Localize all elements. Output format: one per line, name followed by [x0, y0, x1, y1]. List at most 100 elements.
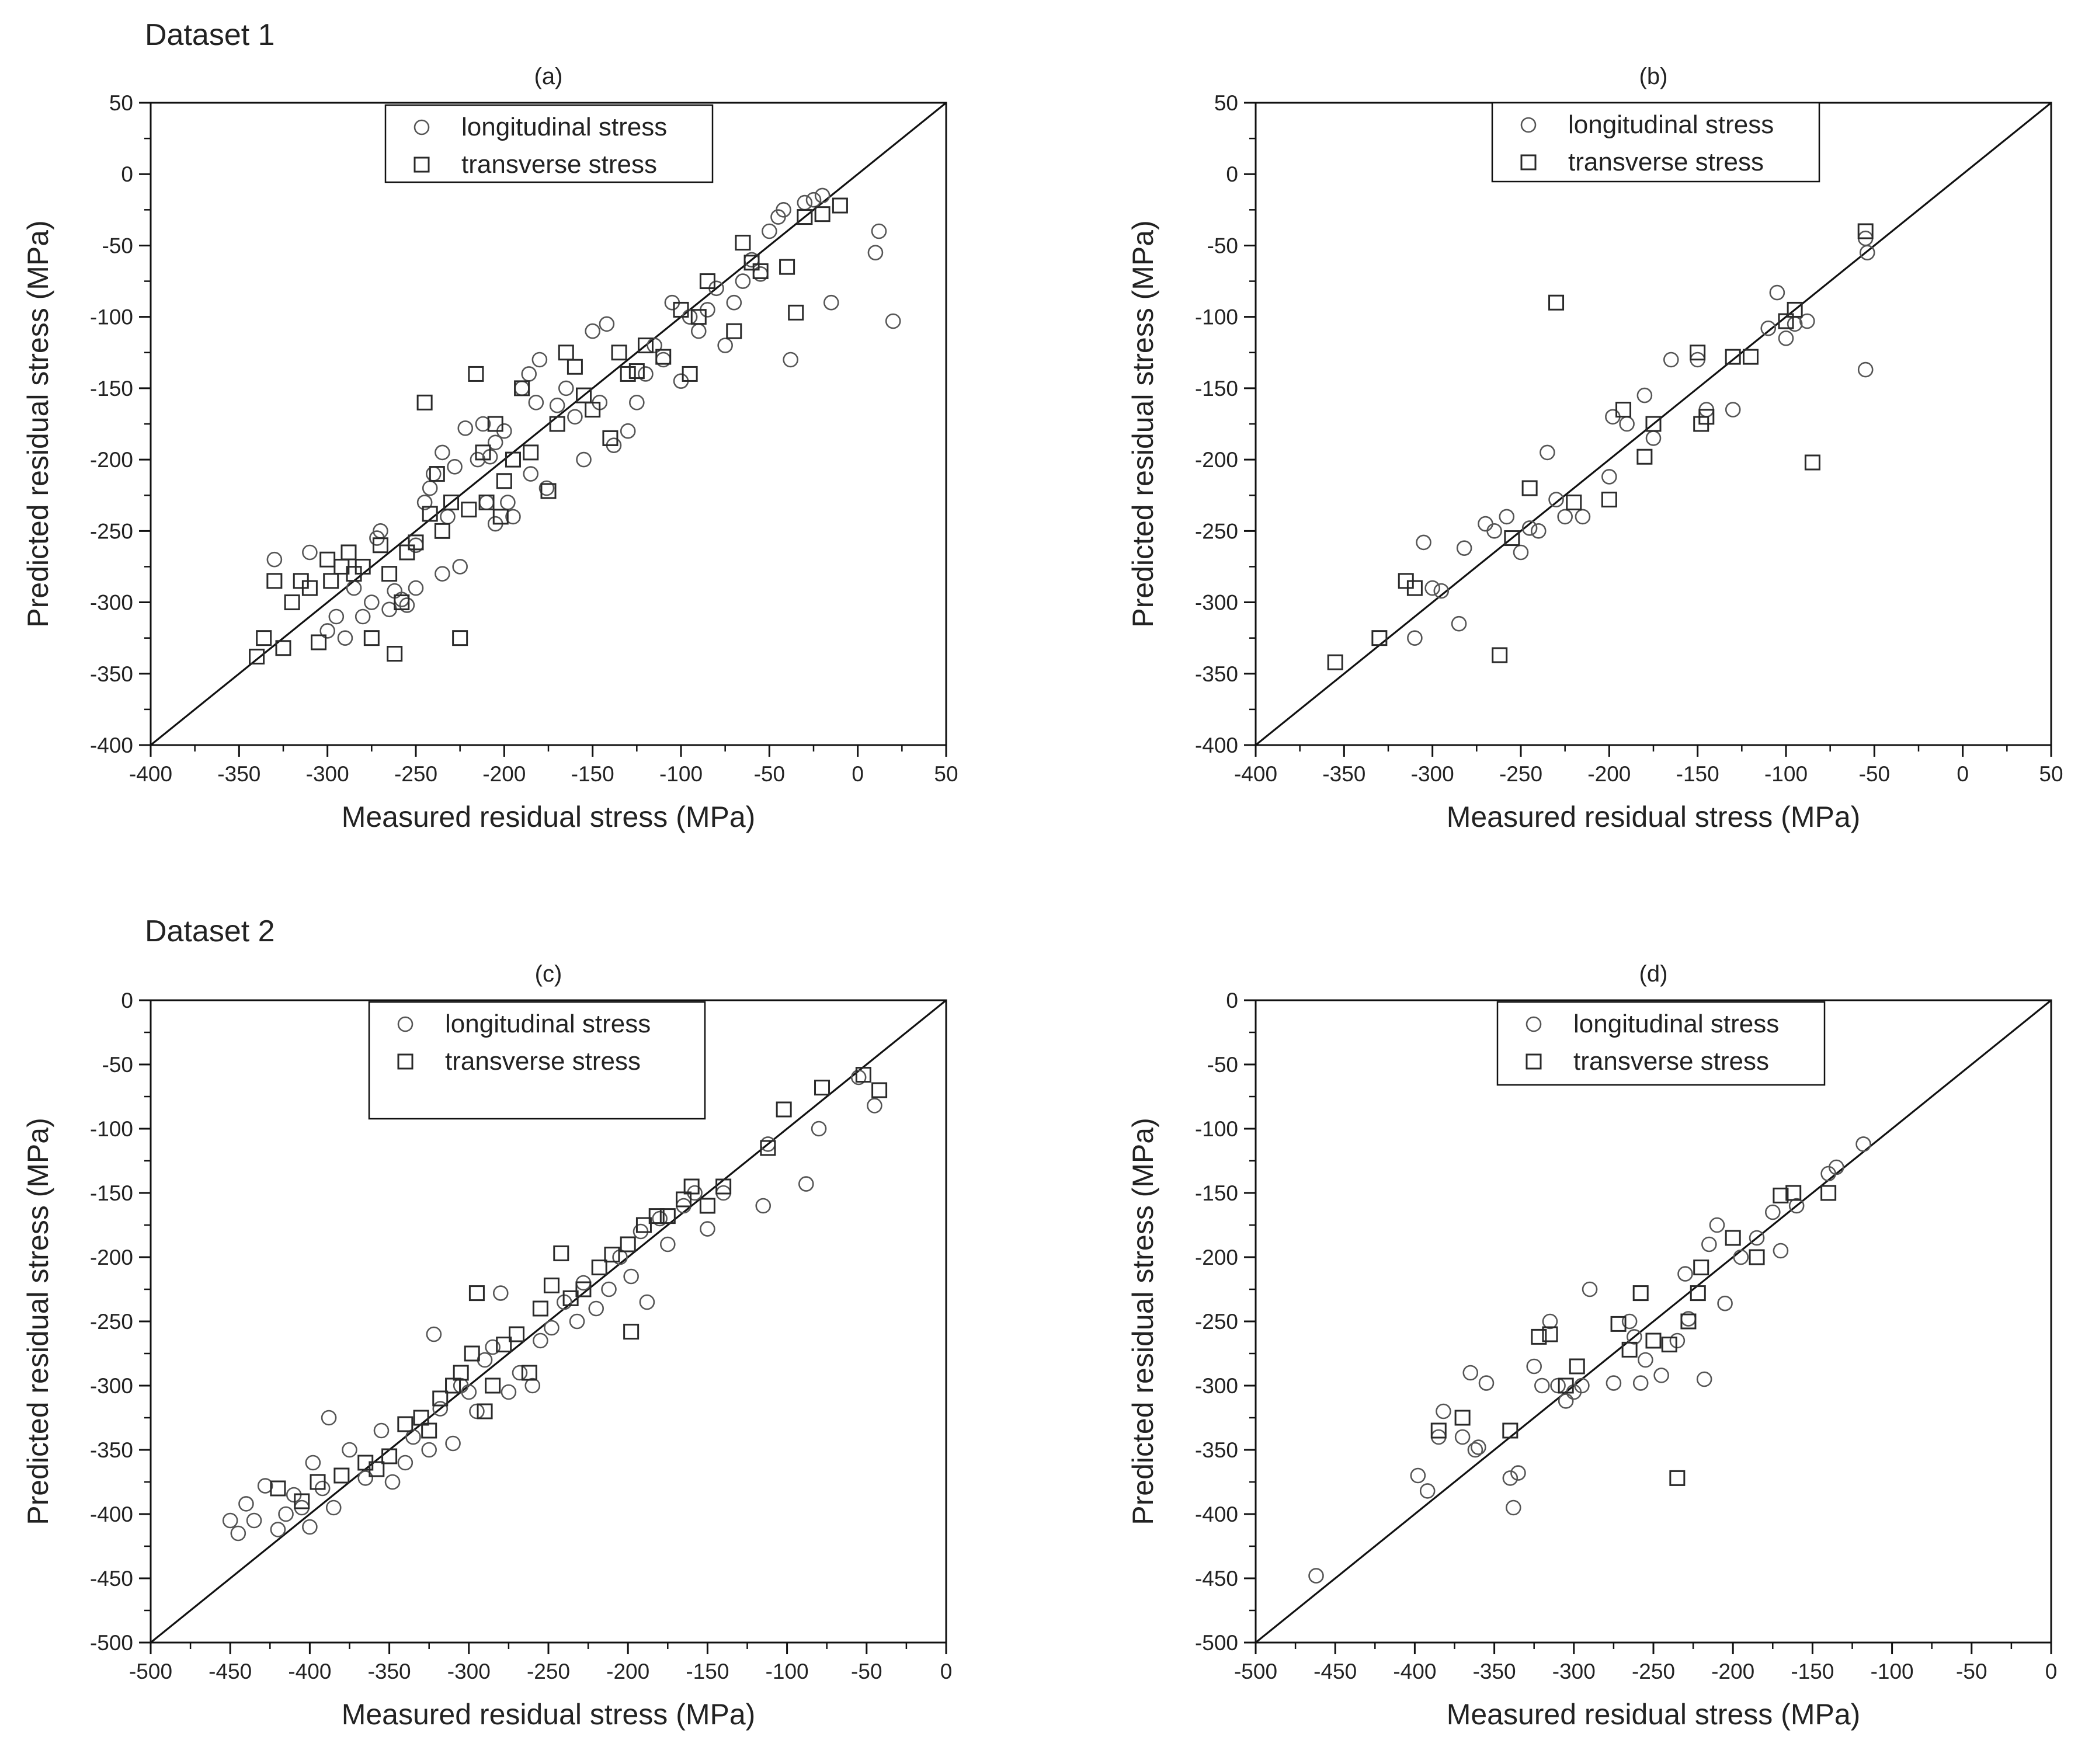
data-point-longitudinal — [408, 580, 424, 596]
data-point-longitudinal — [321, 1410, 337, 1426]
data-point-transverse — [576, 387, 592, 403]
data-point-transverse — [788, 304, 804, 321]
data-point-longitudinal — [531, 352, 548, 368]
data-point-transverse — [1371, 630, 1388, 646]
reference-line — [1255, 999, 2052, 1644]
data-point-transverse — [628, 363, 645, 380]
data-point-transverse — [487, 416, 503, 432]
x-tick-label: 50 — [2039, 762, 2063, 786]
x-tick-label: -100 — [766, 1659, 809, 1683]
data-point-longitudinal — [612, 1249, 628, 1265]
data-point-transverse — [514, 380, 530, 396]
data-point-transverse — [284, 594, 300, 611]
legend-label-longitudinal: longitudinal stress — [445, 1010, 651, 1038]
x-tick-label: -500 — [129, 1659, 172, 1683]
data-point-transverse — [591, 1259, 607, 1276]
y-tick-label: -250 — [90, 519, 133, 543]
data-point-transverse — [620, 1236, 636, 1252]
data-point-longitudinal — [230, 1525, 246, 1542]
data-point-longitudinal — [805, 192, 822, 208]
data-point-transverse — [478, 494, 495, 510]
data-point-longitudinal — [601, 1281, 617, 1297]
y-tick-label: -400 — [1195, 1502, 1238, 1526]
data-point-longitudinal — [238, 1496, 254, 1512]
data-point-longitudinal — [1574, 1377, 1590, 1394]
data-point-transverse — [1569, 1358, 1585, 1375]
data-point-transverse — [871, 1082, 888, 1098]
data-point-longitudinal — [523, 466, 539, 482]
x-tick-label: -350 — [1322, 762, 1365, 786]
data-point-transverse — [521, 1365, 537, 1381]
data-point-transverse — [270, 1480, 286, 1497]
data-point-transverse — [648, 1208, 665, 1224]
data-point-longitudinal — [1725, 402, 1741, 417]
data-point-longitudinal — [342, 1442, 357, 1458]
data-point-longitudinal — [445, 1435, 461, 1452]
data-point-longitudinal — [440, 509, 456, 525]
data-point-longitudinal — [1733, 1249, 1749, 1265]
y-tick-label: -200 — [1195, 448, 1238, 472]
data-point-transverse — [397, 1416, 413, 1432]
x-tick-label: -500 — [1234, 1659, 1277, 1683]
data-point-longitudinal — [278, 1506, 294, 1522]
y-axis-title: Predicted residual stress (MPa) — [22, 220, 54, 627]
data-point-longitudinal — [1669, 1332, 1686, 1349]
y-tick-label: -450 — [90, 1567, 133, 1591]
data-point-transverse — [1804, 454, 1820, 471]
y-tick-label: -50 — [102, 234, 133, 258]
data-point-longitudinal — [569, 1313, 585, 1330]
legend-label-longitudinal: longitudinal stress — [1573, 1010, 1779, 1038]
x-tick-label: -300 — [306, 762, 349, 786]
data-point-longitudinal — [1701, 1236, 1717, 1252]
data-point-longitudinal — [1575, 509, 1591, 525]
data-point-longitudinal — [1530, 523, 1547, 539]
data-point-longitudinal — [452, 559, 468, 575]
data-point-transverse — [611, 345, 627, 361]
data-point-longitudinal — [647, 338, 662, 353]
y-tick-label: -50 — [1207, 1053, 1238, 1077]
data-point-longitudinal — [623, 1268, 639, 1285]
x-tick-label: -400 — [288, 1659, 331, 1683]
data-point-transverse — [369, 1461, 385, 1477]
data-point-longitudinal — [1548, 492, 1564, 507]
data-point-longitudinal — [373, 1422, 390, 1439]
data-point-longitudinal — [1778, 330, 1794, 346]
data-point-longitudinal — [1788, 1198, 1805, 1214]
data-point-longitudinal — [305, 1455, 321, 1471]
y-tick-label: -150 — [1195, 1181, 1238, 1205]
data-point-longitudinal — [357, 1470, 374, 1486]
x-tick-label: -350 — [1473, 1659, 1516, 1683]
data-point-longitudinal — [485, 1339, 501, 1355]
data-point-longitudinal — [660, 1236, 676, 1252]
data-point-longitudinal — [1526, 1358, 1542, 1375]
y-tick-label: 50 — [109, 91, 133, 115]
data-point-transverse — [381, 566, 398, 582]
data-point-longitudinal — [1773, 1243, 1789, 1259]
data-point-longitudinal — [1436, 1403, 1451, 1419]
data-point-transverse — [509, 1326, 525, 1342]
legend-label-transverse: transverse stress — [1568, 148, 1764, 176]
x-tick-label: -150 — [571, 762, 614, 786]
data-point-longitudinal — [755, 1198, 772, 1214]
data-point-longitudinal — [325, 1499, 342, 1516]
x-tick-label: -250 — [1499, 762, 1542, 786]
data-point-transverse — [635, 1217, 652, 1233]
data-point-transverse — [1785, 1185, 1802, 1201]
data-point-longitudinal — [487, 434, 503, 451]
x-tick-label: -150 — [686, 1659, 729, 1683]
data-point-transverse — [477, 1403, 493, 1419]
y-tick-label: 0 — [121, 162, 133, 186]
data-point-longitudinal — [475, 416, 491, 432]
data-point-longitudinal — [270, 1522, 286, 1537]
data-point-transverse — [655, 349, 672, 365]
data-point-transverse — [323, 573, 339, 589]
y-tick-label: -100 — [90, 305, 133, 329]
legend-label-longitudinal: longitudinal stress — [461, 113, 667, 141]
data-point-transverse — [1558, 1377, 1574, 1394]
data-point-longitudinal — [1557, 509, 1573, 525]
y-tick-label: -350 — [1195, 1438, 1238, 1462]
data-point-longitudinal — [567, 409, 583, 425]
data-point-transverse — [301, 580, 318, 596]
data-point-transverse — [1601, 492, 1617, 508]
data-point-longitudinal — [416, 495, 433, 510]
